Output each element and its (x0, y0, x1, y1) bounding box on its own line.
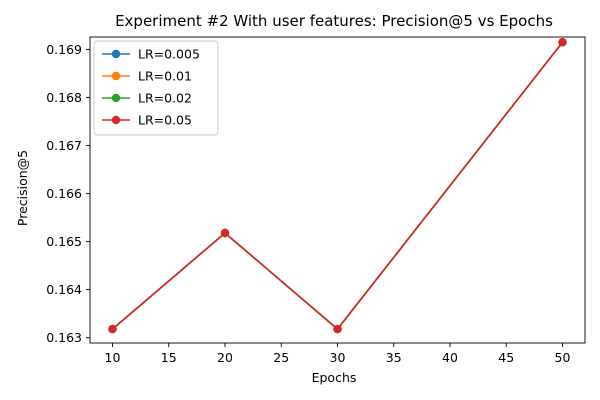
x-tick-label: 40 (442, 350, 458, 365)
x-axis-label: Epochs (312, 370, 357, 385)
x-tick-label: 50 (555, 350, 571, 365)
data-point (333, 324, 342, 334)
x-tick-label: 20 (217, 350, 233, 365)
chart-title: Experiment #2 With user features: Precis… (115, 12, 553, 30)
series-line-3 (111, 41, 564, 331)
plot-frame (89, 36, 586, 344)
legend-marker (111, 115, 121, 125)
legend-marker (111, 71, 121, 81)
data-point (220, 228, 230, 238)
y-tick-label: 0.165 (46, 234, 82, 249)
x-tick-label: 25 (273, 350, 289, 365)
x-tick-label: 10 (105, 350, 121, 365)
y-tick-label: 0.163 (46, 330, 82, 345)
x-tick-label: 45 (498, 350, 514, 365)
x-tick-label: 15 (161, 350, 177, 365)
data-point (558, 38, 567, 47)
y-tick-label: 0.166 (46, 186, 82, 201)
x-tick-label: 35 (386, 350, 402, 365)
y-tick-label: 0.168 (46, 90, 82, 105)
y-tick-label: 0.169 (46, 42, 82, 57)
legend-label: LR=0.05 (138, 113, 192, 128)
legend-marker (111, 93, 121, 103)
plot-area: 10 15 20 25 30 35 40 45 50 0.163 0.164 0.165 0.166 0.… (46, 36, 586, 365)
y-tick-label: 0.164 (46, 282, 82, 297)
data-point (108, 324, 117, 334)
legend-label: LR=0.01 (138, 69, 192, 84)
legend-box (93, 40, 219, 136)
legend-label: LR=0.02 (138, 91, 192, 106)
legend-label: LR=0.005 (138, 47, 200, 62)
y-axis-label: Precision@5 (15, 150, 30, 226)
legend: LR=0.005 LR=0.01 LR=0.02 LR=0.05 (93, 40, 219, 136)
y-tick-label: 0.167 (46, 138, 82, 153)
legend-marker (111, 49, 121, 59)
x-tick-label: 30 (330, 350, 346, 365)
